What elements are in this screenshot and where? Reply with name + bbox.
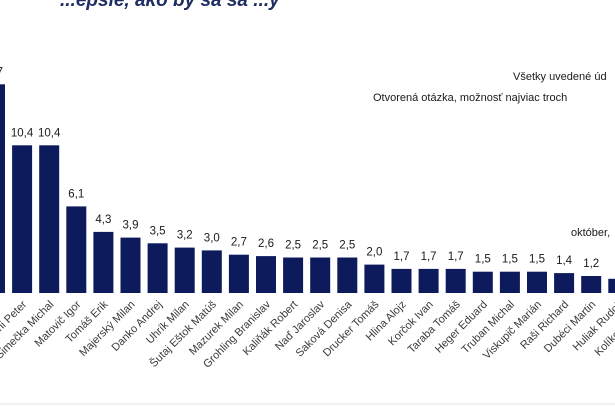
bar (12, 145, 33, 293)
bar (445, 268, 466, 293)
bar (256, 256, 276, 293)
bar-value-label: 10,4 (38, 127, 61, 139)
bar-value-label: 4,3 (95, 214, 111, 226)
bar-value-label: 3,9 (123, 220, 139, 232)
bar-value-label: 2,6 (258, 238, 274, 250)
bar-value-label: 4,7 (0, 66, 3, 78)
bar (581, 276, 602, 293)
bar-value-label: 6,1 (68, 188, 84, 200)
bar-value-label: 2,0 (366, 247, 382, 259)
bar (527, 271, 547, 293)
bar (39, 145, 60, 293)
bar (554, 273, 575, 293)
bar (0, 84, 5, 293)
bar-value-label: 1,7 (421, 251, 437, 263)
bar-value-label: 2,5 (312, 240, 328, 252)
bar (174, 247, 195, 293)
bar (608, 278, 615, 293)
chart-note-question: Otvorená otázka, možnosť najviac troch (373, 92, 567, 104)
value-labels: 4,7 10,4 10,4 6,1 4,3 3,9 3,5 3,2 3,0 2,7 2,6 2,5 2,… (0, 66, 599, 270)
bar (228, 254, 249, 293)
bar-value-label: 10,4 (11, 127, 34, 139)
bar-value-label: 3,2 (177, 230, 193, 242)
bar-value-label: 1,5 (475, 254, 491, 266)
bar (499, 271, 520, 293)
bar (472, 271, 493, 293)
bar-value-label: 1,7 (448, 251, 464, 263)
bar (93, 231, 114, 293)
bar (66, 206, 87, 293)
bar (391, 268, 412, 293)
chart-note-date: október, (571, 227, 610, 239)
bar-value-label: 1,5 (502, 254, 518, 266)
bar (201, 250, 222, 293)
bar (310, 257, 331, 293)
bar-value-label: 1,5 (529, 254, 545, 266)
bar-value-label: 3,5 (150, 225, 166, 237)
bar (147, 243, 168, 293)
bar (337, 257, 358, 293)
bar (364, 264, 385, 293)
chart-note-scope: Všetky uvedené úd (513, 71, 607, 83)
bar-value-label: 1,7 (394, 251, 410, 263)
chart-title: ...epšie, ako by sa sa ...y (60, 0, 281, 11)
bar (418, 268, 439, 293)
bar-series (0, 84, 615, 293)
bar (120, 237, 141, 293)
bar-value-label: 3,0 (204, 232, 220, 244)
bar-value-label: 2,7 (231, 237, 247, 249)
bar-value-label: 1,2 (583, 258, 599, 270)
bar-value-label: 2,5 (339, 240, 355, 252)
bar-value-label: 2,5 (285, 240, 301, 252)
bar-value-label: 1,4 (556, 255, 573, 267)
bar (283, 257, 304, 293)
